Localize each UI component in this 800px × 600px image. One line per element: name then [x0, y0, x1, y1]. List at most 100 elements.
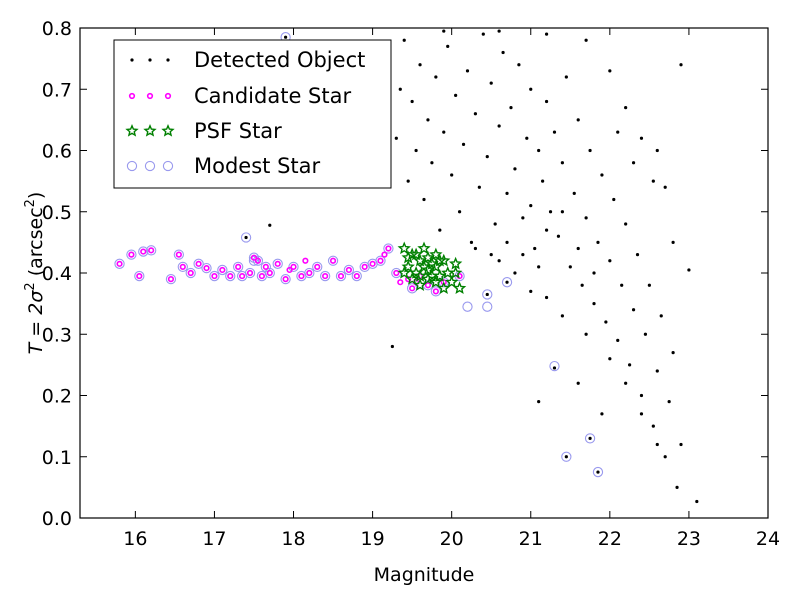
data-point	[329, 257, 337, 264]
ticks-layer: 16 17 18 19 20 21 22 23 24 0.0 0.1 0.2 0.3 0.4 0.5 0.6 0…	[42, 18, 780, 550]
data-point	[477, 185, 481, 189]
data-point	[501, 277, 513, 288]
data-point	[655, 148, 659, 153]
data-point	[659, 314, 663, 318]
data-point	[568, 265, 572, 269]
x-tick-label: 20	[440, 528, 464, 550]
x-tick-label: 18	[281, 528, 305, 550]
data-point	[209, 270, 220, 282]
data-point	[312, 261, 323, 273]
data-point	[608, 357, 612, 361]
data-point	[612, 197, 616, 202]
y-tick-label: 0.0	[42, 508, 72, 530]
data-point	[114, 258, 125, 269]
data-point	[314, 263, 321, 270]
data-point	[268, 223, 272, 227]
data-point	[413, 269, 427, 282]
data-point	[576, 118, 580, 122]
data-point	[444, 275, 459, 288]
data-point	[322, 272, 329, 280]
data-point	[448, 265, 463, 279]
data-point	[393, 269, 400, 277]
data-point	[679, 63, 683, 67]
data-point	[345, 266, 352, 274]
data-point	[549, 360, 560, 372]
data-point	[631, 308, 636, 312]
data-point	[385, 245, 392, 252]
legend-entry: Candidate Star	[128, 84, 351, 108]
legend-marker	[143, 123, 157, 137]
data-point	[284, 35, 288, 39]
y-tick-label: 0.5	[42, 202, 72, 224]
legend-label: Candidate Star	[194, 84, 351, 108]
x-tick-label: 19	[361, 528, 385, 550]
data-point	[337, 272, 345, 280]
data-point	[608, 69, 612, 73]
data-point	[397, 241, 411, 255]
legend-marker	[126, 160, 138, 172]
data-point	[564, 455, 568, 459]
data-point	[560, 161, 564, 165]
data-point	[584, 216, 588, 220]
data-point	[442, 130, 446, 134]
legend-marker	[166, 58, 170, 62]
legend-box	[113, 39, 392, 189]
data-point	[544, 32, 549, 36]
data-point	[353, 272, 360, 280]
data-point	[136, 272, 143, 280]
data-point	[429, 247, 443, 261]
data-point	[639, 393, 644, 398]
data-point	[187, 269, 194, 277]
x-tick-label: 24	[756, 528, 780, 550]
data-point	[335, 270, 347, 282]
data-point	[584, 433, 596, 444]
data-point	[239, 272, 246, 280]
data-point	[402, 38, 406, 42]
data-point	[410, 99, 414, 104]
series-modest-star	[114, 32, 604, 478]
data-point	[675, 485, 679, 489]
data-point	[361, 263, 368, 270]
legend-entries: Detected Object Candidate Star PSF Star Mod…	[125, 48, 365, 178]
data-point	[244, 267, 256, 279]
data-point	[454, 93, 458, 97]
legend-marker	[161, 123, 175, 137]
data-point	[505, 280, 509, 284]
data-point	[422, 197, 426, 202]
data-point	[452, 281, 467, 294]
x-tick-label: 22	[598, 528, 622, 550]
data-point	[175, 251, 182, 258]
data-point	[560, 210, 564, 214]
y-label-unit-sup: 2	[23, 199, 38, 207]
data-point	[262, 263, 269, 270]
data-point	[426, 118, 430, 122]
data-point	[588, 436, 592, 440]
legend: Detected Object Candidate Star PSF Star Mod…	[113, 39, 392, 189]
data-point	[272, 258, 283, 269]
data-point	[497, 124, 501, 128]
data-point	[165, 273, 177, 285]
y-tick-label: 0.4	[42, 263, 72, 285]
data-point	[446, 44, 450, 48]
data-point	[537, 148, 541, 153]
data-point	[501, 50, 505, 55]
y-tick-label: 0.7	[42, 79, 72, 101]
data-point	[639, 412, 644, 416]
data-point	[227, 272, 234, 280]
data-point	[560, 314, 564, 318]
x-tick-label: 17	[202, 528, 226, 550]
data-point	[513, 271, 517, 275]
data-point	[264, 267, 275, 279]
y-label-unit: (arcsec	[25, 207, 47, 282]
data-point	[616, 130, 620, 134]
legend-marker	[162, 160, 174, 172]
y-axis-label: T = 2σ2 (arcsec2)	[23, 192, 47, 355]
data-point	[521, 253, 525, 257]
data-point	[274, 260, 281, 267]
data-point	[548, 210, 553, 214]
data-point	[588, 148, 592, 153]
data-point	[564, 75, 568, 79]
data-point	[635, 253, 640, 257]
data-point	[537, 400, 541, 404]
data-point	[240, 232, 252, 243]
